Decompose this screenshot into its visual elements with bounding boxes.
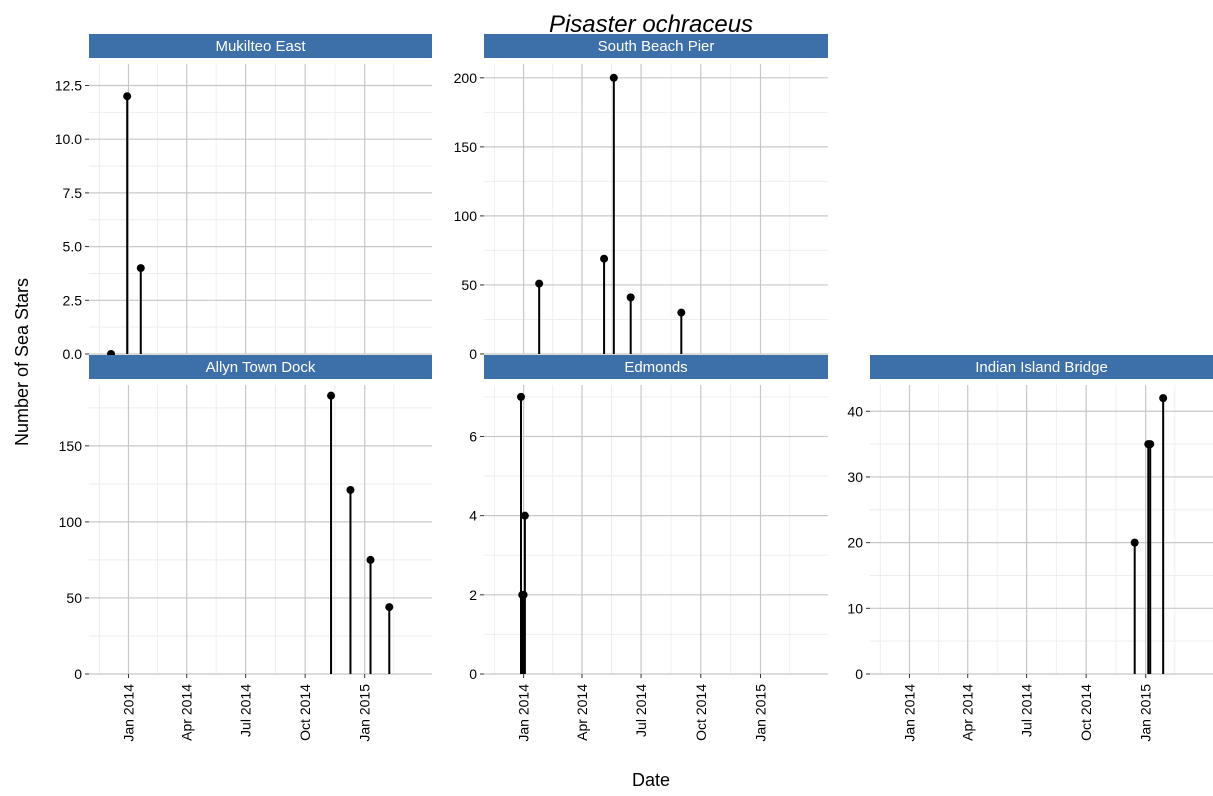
data-point (123, 92, 132, 101)
data-point (520, 511, 529, 520)
y-tick-label: 50 (461, 277, 477, 293)
y-tick-label: 7.5 (63, 185, 83, 201)
data-point (626, 293, 635, 302)
facet-strip (89, 355, 432, 379)
y-tick-label: 5.0 (63, 239, 83, 255)
y-tick-label: 150 (454, 139, 478, 155)
y-tick-label: 50 (66, 590, 82, 606)
y-tick-label: 100 (59, 514, 83, 530)
y-tick-label: 4 (469, 508, 477, 524)
data-point (677, 308, 686, 317)
y-tick-label: 10 (847, 600, 863, 616)
y-tick-label: 0 (469, 346, 477, 362)
facet-strip (89, 34, 432, 58)
chart-title: Pisaster ochraceus (549, 11, 753, 38)
facet-south-beach-pier: South Beach Pier 0 50 100 150 200 (454, 34, 828, 362)
data-point (609, 73, 618, 82)
data-point (385, 603, 394, 612)
y-tick-label: 0.0 (63, 346, 83, 362)
facet-strip (484, 355, 828, 379)
data-point (346, 485, 355, 494)
y-axis-label: Number of Sea Stars (12, 278, 32, 446)
x-tick-label: Oct 2014 (693, 684, 709, 741)
y-tick-label: 100 (454, 208, 478, 224)
x-tick-label: Jul 2014 (238, 684, 254, 737)
y-tick-label: 10.0 (55, 131, 82, 147)
y-tick-label: 20 (847, 535, 863, 551)
x-tick-label: Jan 2014 (120, 684, 136, 742)
facet-allyn-town-dock: Allyn Town Dock 0 50 100 150 Jan 2014 Apr 2014… (59, 355, 432, 742)
facet-strip (484, 34, 828, 58)
facet-strip-label: Mukilteo East (215, 38, 306, 55)
x-tick-label: Jan 2015 (357, 684, 373, 742)
data-point (366, 555, 375, 564)
facet-panels: Mukilteo East 0.0 2.5 5.0 7.5 10.0 12.5 South B… (55, 34, 1213, 742)
data-point (519, 590, 528, 599)
y-tick-label: 150 (59, 438, 83, 454)
y-tick-label: 0 (855, 666, 863, 682)
x-tick-label: Jan 2014 (516, 684, 532, 742)
facet-strip-label: South Beach Pier (598, 38, 715, 55)
x-tick-label: Jul 2014 (633, 684, 649, 737)
y-tick-label: 30 (847, 469, 863, 485)
facet-strip (870, 355, 1213, 379)
x-axis-label: Date (632, 770, 670, 790)
x-tick-label: Apr 2014 (960, 684, 976, 741)
x-tick-label: Oct 2014 (297, 684, 313, 741)
x-tick-label: Jan 2014 (901, 684, 917, 742)
x-tick-label: Oct 2014 (1078, 684, 1094, 741)
data-point (535, 279, 544, 288)
x-tick-label: Jul 2014 (1019, 684, 1035, 737)
x-tick-label: Jan 2015 (1138, 684, 1154, 742)
data-point (516, 392, 525, 401)
y-tick-label: 2 (469, 587, 477, 603)
y-tick-label: 0 (469, 666, 477, 682)
data-point (1159, 394, 1168, 403)
data-point (1130, 538, 1139, 547)
x-tick-label: Apr 2014 (574, 684, 590, 741)
y-tick-label: 40 (847, 403, 863, 419)
y-tick-label: 2.5 (63, 292, 83, 308)
x-tick-label: Apr 2014 (179, 684, 195, 741)
data-point (136, 264, 145, 273)
data-point (600, 254, 609, 263)
facet-edmonds: Edmonds 0 2 4 6 Jan 2014 Apr 2014 Jul 2014 Oct 2… (469, 355, 828, 742)
data-point (327, 391, 336, 400)
y-tick-label: 6 (469, 428, 477, 444)
y-tick-label: 12.5 (55, 77, 82, 93)
facet-strip-label: Allyn Town Dock (206, 359, 316, 376)
facet-strip-label: Indian Island Bridge (975, 359, 1108, 376)
facet-indian-island-bridge: Indian Island Bridge 0 10 20 30 40 Jan 2014 Apr… (847, 355, 1213, 742)
y-tick-label: 200 (454, 70, 478, 86)
y-tick-label: 0 (74, 666, 82, 682)
x-tick-label: Jan 2015 (752, 684, 768, 742)
data-point (1146, 440, 1155, 449)
facet-mukilteo-east: Mukilteo East 0.0 2.5 5.0 7.5 10.0 12.5 (55, 34, 432, 362)
facet-strip-label: Edmonds (624, 359, 687, 376)
